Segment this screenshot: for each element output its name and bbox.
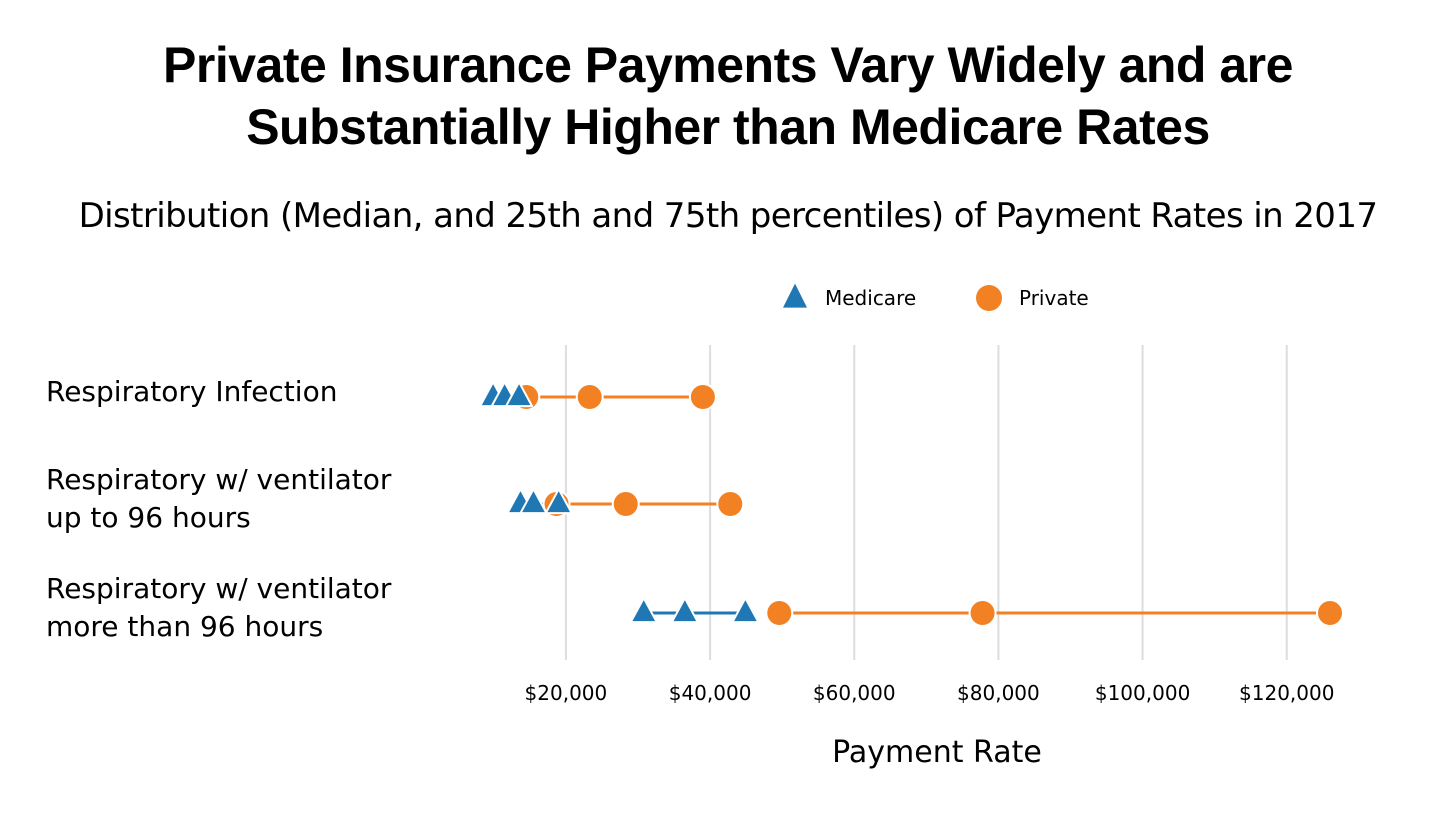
private-median-point [575,383,604,411]
x-axis-title: Payment Rate [832,735,1042,770]
category-label-line: more than 96 hours [46,610,323,643]
x-axis-tick-labels: $20,000 $40,000 $60,000 $80,000 $100,000 $120… [525,681,1335,705]
category-label-line: Respiratory Infection [46,375,337,408]
data-marks [479,381,1344,627]
category-labels: Respiratory Infection Respiratory w/ vent… [46,375,392,643]
x-tick-label: $20,000 [525,681,608,705]
category-label: Respiratory w/ ventilator up to 96 hours [46,463,392,534]
legend-circle-marker [976,285,1002,311]
medicare-p75-point [544,488,573,515]
private-p75-point [716,490,745,518]
legend: Medicare Private [783,283,1089,311]
private-p75-point [688,383,717,411]
category-label-line: up to 96 hours [46,501,251,534]
legend-triangle-marker [783,283,807,308]
medicare-p25-point [629,597,658,624]
category-label-line: Respiratory w/ ventilator [46,463,392,496]
medicare-median-point [670,597,699,624]
private-p25-point [765,599,794,627]
x-tick-label: $40,000 [669,681,752,705]
category-label: Respiratory Infection [46,375,337,408]
category-label: Respiratory w/ ventilator more than 96 ho… [46,572,392,643]
category-label-line: Respiratory w/ ventilator [46,572,392,605]
chart-subtitle: Distribution (Median, and 25th and 75th … [78,196,1378,236]
x-tick-label: $80,000 [957,681,1040,705]
legend-label-private: Private [1019,286,1089,310]
chart-title-line-2: Substantially Higher than Medicare Rates [246,99,1210,155]
legend-item-medicare: Medicare [783,283,916,310]
x-tick-label: $100,000 [1095,681,1190,705]
legend-label-medicare: Medicare [825,286,916,310]
medicare-median-point [519,488,548,515]
private-p75-point [1316,599,1344,627]
medicare-p75-point [731,597,760,624]
chart-title-line-1: Private Insurance Payments Vary Widely a… [163,37,1293,93]
medicare-p75-point [505,381,534,408]
private-median-point [611,490,640,518]
private-median-point [968,599,997,627]
x-tick-label: $120,000 [1239,681,1334,705]
chart-title: Private Insurance Payments Vary Widely a… [0,34,1456,158]
x-tick-label: $60,000 [813,681,896,705]
legend-item-private: Private [976,285,1089,311]
